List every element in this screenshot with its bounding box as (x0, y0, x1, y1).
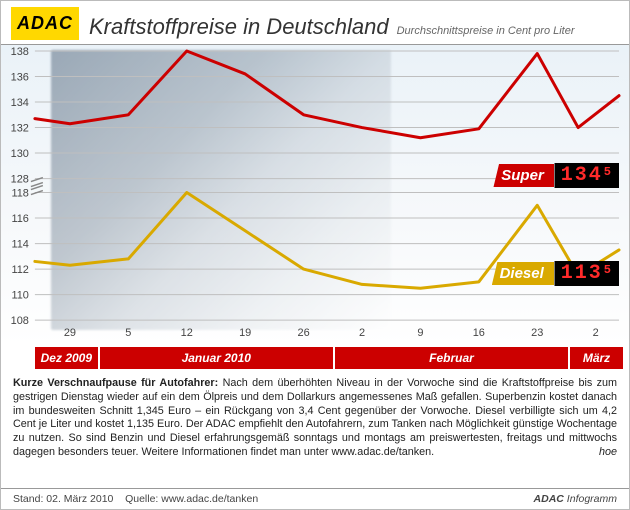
svg-text:26: 26 (297, 327, 309, 339)
svg-text:12: 12 (181, 327, 193, 339)
footer-brand-rest: Infogramm (564, 493, 617, 505)
series-label-diesel: Diesel (492, 262, 554, 285)
month-cell: März (570, 347, 623, 369)
svg-text:2: 2 (359, 327, 365, 339)
price-main-super: 134 (561, 164, 603, 187)
month-cell: Februar (335, 347, 570, 369)
svg-text:136: 136 (11, 71, 29, 83)
svg-text:9: 9 (417, 327, 423, 339)
svg-text:128: 128 (11, 174, 29, 186)
svg-text:112: 112 (11, 264, 28, 276)
svg-text:19: 19 (239, 327, 251, 339)
footer-brand-bold: ADAC (534, 493, 564, 505)
page-title: Kraftstoffpreise in Deutschland (89, 14, 389, 40)
price-lcd-diesel: 1135 (554, 261, 619, 286)
chart-area: 1381361341321301281181161141121101082951… (1, 45, 629, 345)
svg-text:23: 23 (531, 327, 543, 339)
svg-text:138: 138 (11, 46, 29, 58)
svg-text:5: 5 (125, 327, 131, 339)
price-sup-diesel: 5 (604, 263, 613, 277)
month-cell: Dez 2009 (35, 347, 100, 369)
series-label-super: Super (493, 164, 554, 187)
footer-left: Stand: 02. März 2010 Quelle: www.adac.de… (13, 493, 258, 505)
line-chart: 1381361341321301281181161141121101082951… (1, 45, 629, 344)
month-bar: Dez 2009Januar 2010FebruarMärz (1, 347, 629, 369)
page-subtitle: Durchschnittspreise in Cent pro Liter (397, 25, 575, 40)
month-cell: Januar 2010 (100, 347, 335, 369)
footer-quelle: Quelle: www.adac.de/tanken (125, 493, 258, 505)
svg-text:114: 114 (11, 239, 28, 251)
header: ADAC Kraftstoffpreise in Deutschland Dur… (1, 1, 629, 45)
body-paragraph: Kurze Verschnaufpause für Autofahrer: Na… (1, 369, 629, 464)
footer: Stand: 02. März 2010 Quelle: www.adac.de… (1, 488, 629, 509)
price-sup-super: 5 (604, 165, 613, 179)
svg-text:110: 110 (11, 290, 28, 302)
adac-logo: ADAC (11, 7, 79, 40)
svg-text:118: 118 (11, 188, 28, 200)
body-signature: hoe (599, 446, 617, 460)
svg-text:16: 16 (473, 327, 485, 339)
price-tag-diesel: Diesel 1135 (492, 261, 619, 286)
svg-text:2: 2 (593, 327, 599, 339)
price-main-diesel: 113 (561, 262, 603, 285)
svg-text:29: 29 (64, 327, 76, 339)
body-text: Nach dem überhöhten Niveau in der Vorwoc… (13, 377, 617, 458)
svg-text:108: 108 (11, 315, 29, 327)
svg-text:130: 130 (11, 148, 29, 160)
svg-text:132: 132 (11, 123, 29, 135)
svg-text:116: 116 (11, 213, 28, 225)
footer-brand: ADAC Infogramm (534, 493, 617, 505)
body-lead: Kurze Verschnaufpause für Autofahrer: (13, 377, 218, 389)
price-tag-super: Super 1345 (493, 163, 619, 188)
svg-text:134: 134 (11, 97, 29, 109)
price-lcd-super: 1345 (554, 163, 619, 188)
footer-stand: Stand: 02. März 2010 (13, 493, 113, 505)
